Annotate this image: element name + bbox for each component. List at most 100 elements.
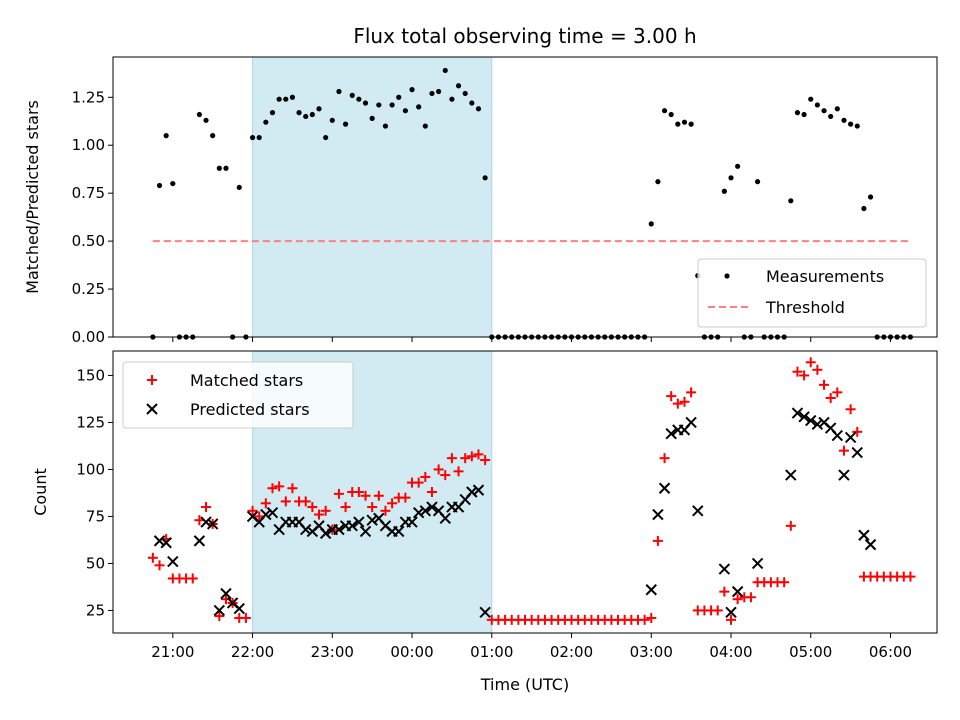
y-tick-label: 125 — [76, 413, 105, 431]
matched-star-point — [852, 426, 863, 437]
matched-star-point — [799, 370, 810, 381]
top-y-ticks: 0.00 0.25 0.50 0.75 1.00 1.25 — [72, 88, 113, 346]
predicted-star-point — [665, 428, 677, 440]
measurement-point — [283, 96, 289, 102]
predicted-star-point — [851, 446, 863, 459]
predicted-star-point — [220, 587, 232, 600]
measurement-point — [821, 108, 827, 114]
measurement-point — [263, 119, 269, 125]
measurement-point — [867, 194, 874, 200]
top-x-ticks — [172, 337, 891, 342]
bottom-x-ticks: 21:00 22:00 23:00 00:00 01:00 02:00 03:00 04:00… — [151, 633, 912, 661]
matched-star-point — [453, 466, 464, 477]
top-legend-threshold-label: Threshold — [765, 298, 845, 317]
matched-star-point — [260, 498, 271, 509]
measurement-point — [482, 175, 488, 181]
measurement-point — [788, 198, 794, 204]
x-tick-label: 06:00 — [869, 643, 912, 661]
matched-star-point — [745, 592, 756, 603]
top-y-axis-label: Matched/Predicted stars — [23, 100, 42, 294]
matched-star-point — [838, 445, 849, 456]
top-legend-box — [697, 258, 927, 328]
matched-star-point — [779, 577, 790, 588]
predicted-star-point — [864, 538, 877, 551]
bottom-axes-frame — [112, 350, 938, 634]
bottom-y-ticks: 25 50 75 100 125 150 — [76, 366, 113, 619]
measurement-point — [316, 106, 322, 112]
y-tick-label: 0.25 — [72, 280, 105, 298]
matched-star-point — [413, 477, 424, 488]
predicted-star-point — [419, 505, 432, 517]
predicted-star-point — [393, 525, 405, 538]
predicted-star-point — [479, 606, 491, 619]
predicted-star-point — [718, 563, 731, 575]
measurement-point — [442, 67, 448, 74]
measurement-point — [754, 179, 761, 185]
measurement-point — [794, 110, 801, 116]
measurement-point — [336, 88, 342, 95]
measurement-point — [462, 90, 468, 97]
x-tick-label: 03:00 — [630, 643, 673, 661]
matched-star-point — [825, 393, 836, 403]
measurement-point — [735, 163, 741, 169]
measurement-point — [156, 182, 163, 189]
y-tick-label: 75 — [86, 507, 105, 525]
top-legend: Measurements Threshold — [697, 258, 927, 328]
matched-star-point — [659, 453, 670, 464]
matched-star-point — [240, 612, 251, 623]
measurement-point — [323, 134, 329, 141]
measurement-point — [436, 88, 442, 95]
matched-star-point — [652, 535, 663, 546]
measurement-point — [389, 102, 395, 108]
measurement-point — [170, 180, 176, 187]
predicted-star-point — [798, 411, 810, 423]
bottom-legend-predicted-label: Predicted stars — [190, 400, 310, 419]
x-tick-label: 04:00 — [709, 643, 752, 661]
top-axes-frame — [112, 56, 938, 338]
matched-star-point — [307, 502, 318, 513]
matched-star-point — [400, 492, 411, 503]
matched-star-point — [274, 481, 285, 492]
y-tick-label: 150 — [76, 366, 105, 384]
measurement-point — [356, 96, 362, 102]
measurement-point — [376, 102, 382, 108]
predicted-star-point — [193, 535, 206, 547]
measurement-point — [210, 133, 216, 139]
measurement-point — [309, 111, 315, 118]
measurement-point — [382, 123, 389, 129]
predicted-star-point — [838, 469, 850, 481]
matched-star-point — [360, 490, 371, 501]
y-tick-label: 0.50 — [72, 232, 105, 250]
measurement-point — [289, 94, 296, 100]
top-legend-measurements-marker — [724, 273, 730, 279]
bottom-count-points — [147, 357, 916, 625]
measurement-point — [655, 179, 661, 185]
predicted-star-point — [791, 407, 804, 419]
measurement-point — [455, 83, 462, 89]
matched-star-point — [686, 387, 697, 398]
predicted-star-point — [805, 414, 817, 427]
measurement-point — [675, 121, 681, 127]
predicted-star-point — [153, 535, 166, 547]
predicted-star-point — [844, 431, 857, 444]
x-tick-label: 21:00 — [151, 643, 194, 661]
top-shaded-region — [252, 56, 493, 338]
matched-star-point — [154, 560, 165, 571]
measurement-point — [469, 100, 475, 106]
measurement-point — [422, 123, 428, 129]
measurement-point — [475, 106, 482, 112]
matched-star-point — [201, 502, 212, 513]
predicted-star-point — [346, 520, 358, 532]
matched-star-point — [254, 511, 265, 522]
predicted-star-point — [412, 506, 425, 519]
predicted-star-point — [692, 505, 704, 517]
legend-x-marker — [146, 403, 158, 415]
matched-star-point — [333, 488, 344, 499]
matched-star-point — [380, 505, 391, 516]
bottom-y-axis-label: Count — [31, 468, 50, 516]
matched-star-point — [433, 464, 444, 475]
matched-star-point — [473, 449, 484, 460]
measurement-point — [828, 113, 834, 120]
predicted-star-point — [652, 508, 664, 521]
predicted-star-point — [213, 604, 226, 617]
